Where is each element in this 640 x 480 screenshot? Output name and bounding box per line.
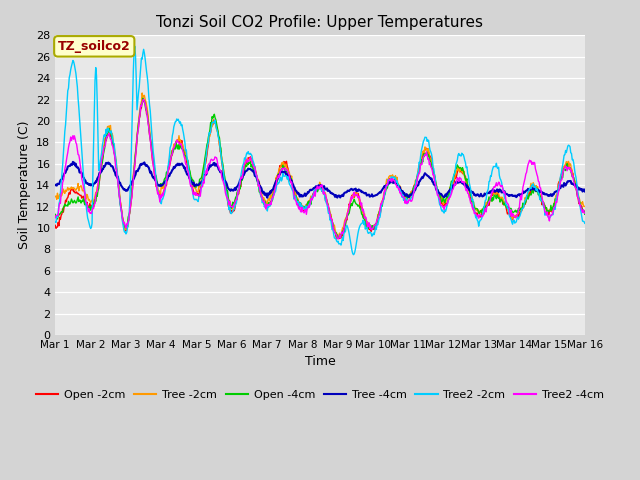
Open -2cm <box>401 194 409 200</box>
Open -4cm <box>51 212 59 217</box>
Tree2 -4cm <box>334 236 342 241</box>
Tree2 -4cm <box>581 210 589 216</box>
Line: Tree2 -2cm: Tree2 -2cm <box>55 46 585 255</box>
Legend: Open -2cm, Tree -2cm, Open -4cm, Tree -4cm, Tree2 -2cm, Tree2 -4cm: Open -2cm, Tree -2cm, Open -4cm, Tree -4… <box>32 385 608 404</box>
Tree2 -2cm <box>115 192 123 198</box>
Open -2cm <box>140 97 147 103</box>
Tree -2cm <box>386 173 394 179</box>
Tree -4cm <box>581 189 589 194</box>
Tree -2cm <box>334 235 342 240</box>
Tree2 -4cm <box>386 176 394 182</box>
Tree2 -2cm <box>51 219 59 225</box>
Tree2 -2cm <box>170 124 178 130</box>
Tree -2cm <box>198 177 205 183</box>
Line: Open -2cm: Open -2cm <box>55 100 585 239</box>
Tree -2cm <box>581 204 589 209</box>
Open -2cm <box>386 176 394 181</box>
Open -4cm <box>115 192 123 197</box>
Y-axis label: Soil Temperature (C): Soil Temperature (C) <box>17 121 31 250</box>
Tree2 -4cm <box>115 194 123 200</box>
Tree2 -4cm <box>140 96 147 102</box>
Line: Tree -4cm: Tree -4cm <box>55 162 585 198</box>
Tree -4cm <box>198 179 205 185</box>
Open -2cm <box>198 179 205 185</box>
Open -2cm <box>115 191 123 197</box>
Tree -2cm <box>115 187 123 193</box>
Open -2cm <box>51 222 59 228</box>
Title: Tonzi Soil CO2 Profile: Upper Temperatures: Tonzi Soil CO2 Profile: Upper Temperatur… <box>157 15 483 30</box>
Tree2 -4cm <box>401 200 409 206</box>
Open -4cm <box>198 173 205 179</box>
Tree -4cm <box>264 195 271 201</box>
Tree -4cm <box>69 159 77 165</box>
Tree2 -2cm <box>386 177 394 182</box>
Tree -4cm <box>61 170 68 176</box>
Tree2 -2cm <box>198 182 205 188</box>
Tree -2cm <box>61 191 68 196</box>
Tree2 -4cm <box>51 215 59 221</box>
X-axis label: Time: Time <box>305 355 335 368</box>
Line: Tree -2cm: Tree -2cm <box>55 93 585 238</box>
Open -2cm <box>170 146 178 152</box>
Tree -4cm <box>51 182 59 188</box>
Open -2cm <box>581 209 589 215</box>
Tree -4cm <box>116 180 124 185</box>
Tree -2cm <box>51 193 59 199</box>
Tree -4cm <box>386 180 394 186</box>
Tree -4cm <box>401 192 409 198</box>
Open -4cm <box>170 146 178 152</box>
Open -4cm <box>335 235 342 240</box>
Tree -2cm <box>138 90 146 96</box>
Open -4cm <box>581 211 589 217</box>
Tree -2cm <box>401 192 409 198</box>
Open -4cm <box>61 201 68 207</box>
Tree2 -2cm <box>61 129 68 134</box>
Open -2cm <box>61 202 68 208</box>
Tree2 -4cm <box>198 184 205 190</box>
Open -4cm <box>401 192 409 198</box>
Open -2cm <box>333 236 340 242</box>
Tree2 -4cm <box>170 145 178 151</box>
Tree2 -2cm <box>349 252 357 258</box>
Tree -2cm <box>170 141 178 147</box>
Tree2 -2cm <box>401 197 409 203</box>
Tree2 -4cm <box>61 166 68 172</box>
Open -4cm <box>386 180 394 186</box>
Tree2 -2cm <box>131 43 139 49</box>
Tree -4cm <box>170 164 178 170</box>
Line: Open -4cm: Open -4cm <box>55 98 585 238</box>
Tree2 -2cm <box>581 220 589 226</box>
Text: TZ_soilco2: TZ_soilco2 <box>58 40 131 53</box>
Line: Tree2 -4cm: Tree2 -4cm <box>55 99 585 239</box>
Open -4cm <box>139 96 147 101</box>
